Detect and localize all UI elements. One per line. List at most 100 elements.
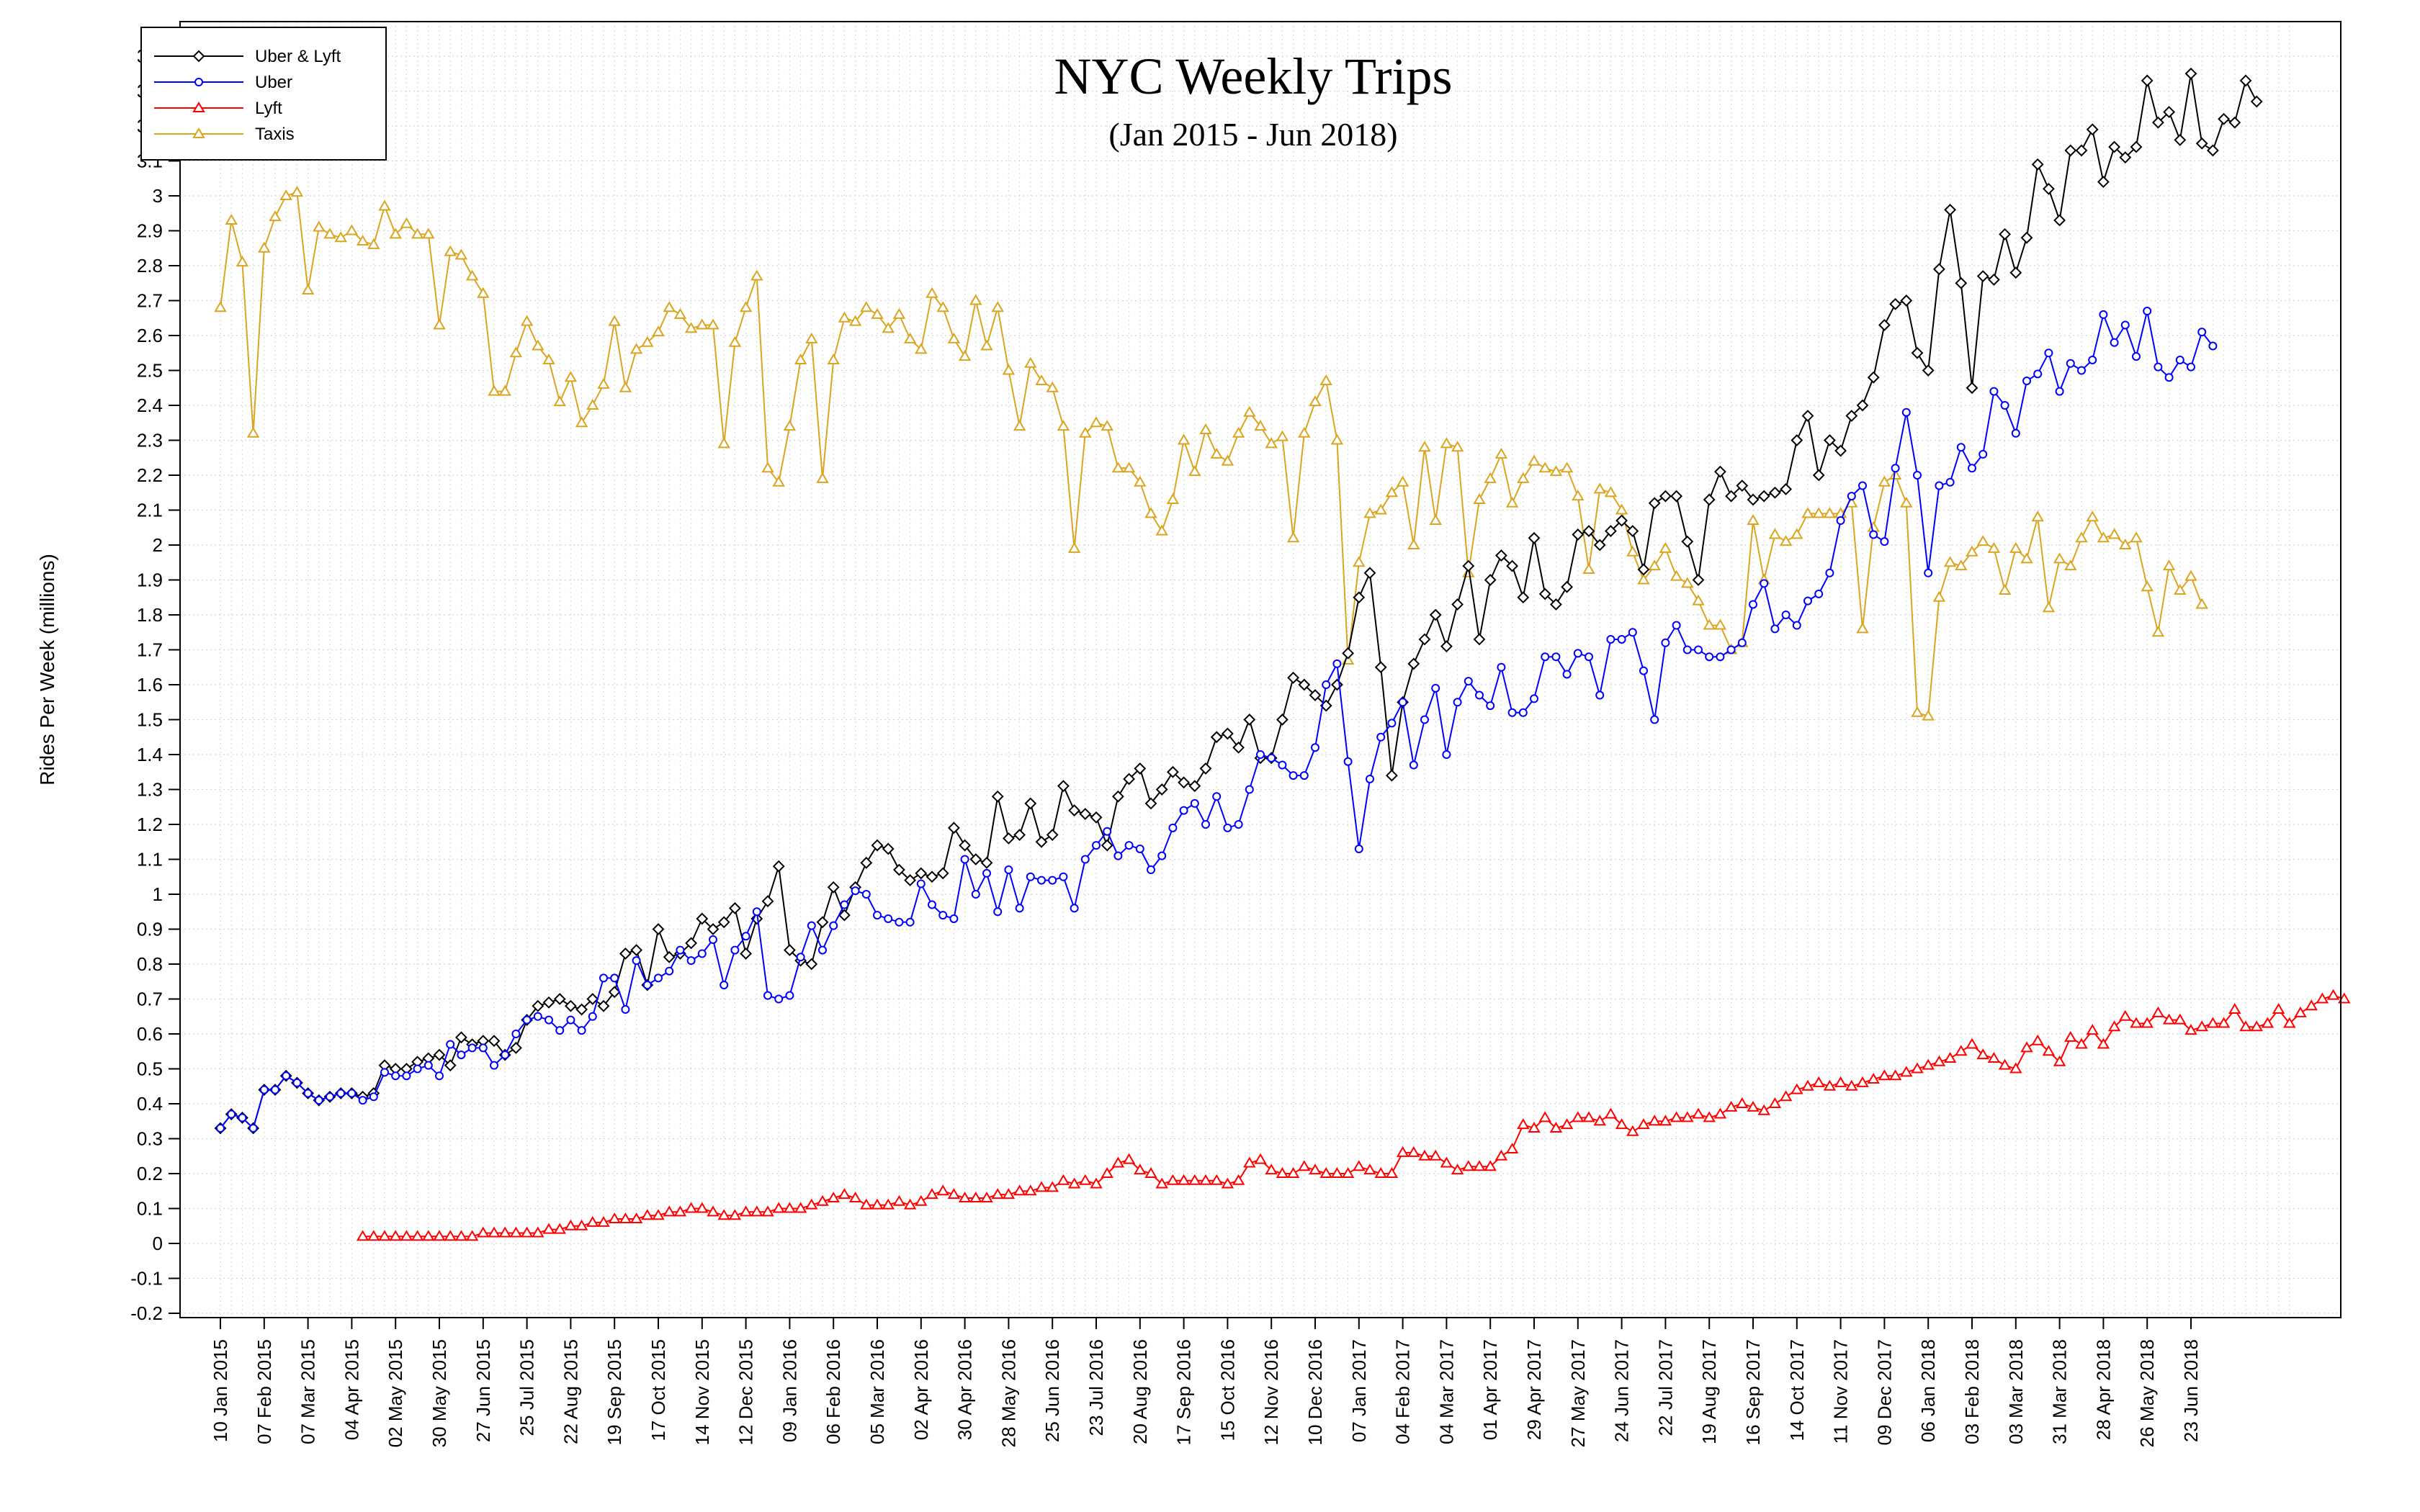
data-point (2064, 144, 2077, 157)
data-point (785, 991, 794, 1000)
data-point (2283, 1017, 2296, 1028)
x-tick-label: 03 Feb 2018 (1961, 1339, 1983, 1444)
data-point (916, 879, 926, 888)
data-point (1867, 1073, 1880, 1084)
data-point (1134, 762, 1147, 775)
data-point (1888, 1069, 1902, 1081)
data-point (783, 1202, 797, 1213)
data-point (1221, 727, 1234, 740)
data-point (1396, 1146, 1410, 1157)
data-point (993, 907, 1003, 917)
data-point (1560, 462, 1574, 473)
data-point (1692, 594, 1705, 606)
data-point (2053, 1055, 2066, 1066)
data-point (1944, 203, 1957, 216)
data-point (1834, 1076, 1847, 1087)
data-point (314, 1096, 323, 1105)
y-tick-label: 1.8 (137, 604, 163, 626)
x-tick-label: 01 Apr 2017 (1479, 1339, 1501, 1440)
data-point (1363, 1164, 1376, 1175)
x-tick-label: 22 Jul 2017 (1654, 1339, 1676, 1436)
data-point (1484, 574, 1497, 586)
data-point (1243, 714, 1256, 726)
data-point (1582, 562, 1595, 574)
data-point (1322, 680, 1331, 689)
data-point (1366, 774, 1374, 783)
data-point (1166, 492, 1180, 504)
data-point (1002, 364, 1016, 375)
data-point (1494, 447, 1508, 459)
data-point (848, 1191, 862, 1202)
data-point (904, 874, 917, 887)
data-point (1955, 559, 1968, 571)
data-point (1770, 624, 1780, 634)
data-point (2206, 1017, 2220, 1028)
data-point (707, 1205, 720, 1217)
data-point (290, 186, 304, 197)
y-tick-label: 1.9 (137, 570, 163, 591)
data-point (1725, 490, 1738, 503)
x-tick-label: 30 May 2015 (429, 1339, 450, 1447)
data-point (1179, 806, 1188, 815)
data-point (619, 381, 632, 392)
data-point (1341, 1167, 1355, 1178)
data-point (1298, 426, 1311, 438)
data-point (1429, 608, 1442, 621)
data-point (2020, 231, 2033, 244)
data-point (1080, 855, 1090, 864)
data-point (1396, 475, 1410, 487)
data-point (1760, 579, 1769, 588)
data-point (1703, 1111, 1716, 1122)
data-point (1068, 804, 1081, 817)
x-tick-label: 04 Mar 2017 (1435, 1339, 1457, 1444)
data-point (532, 999, 544, 1012)
chart-title: NYC Weekly Trips (1054, 48, 1453, 105)
y-tick-label: 0.5 (137, 1058, 163, 1080)
data-point (959, 839, 972, 852)
x-tick-label: 19 Sep 2015 (604, 1339, 625, 1445)
data-point (2120, 320, 2130, 330)
data-point (2066, 359, 2075, 368)
data-point (1781, 611, 1791, 619)
data-point (433, 1048, 446, 1061)
data-point (1593, 482, 1606, 494)
data-point (1286, 1167, 1300, 1178)
data-point (860, 856, 873, 869)
data-point (422, 228, 435, 239)
y-tick-label: 2.4 (137, 395, 163, 416)
data-point (424, 1061, 433, 1070)
data-point (1966, 382, 1978, 395)
data-point (1661, 638, 1670, 647)
data-point (2009, 541, 2022, 553)
x-tick-label: 06 Jan 2018 (1917, 1339, 1939, 1442)
data-point (1572, 1111, 1585, 1122)
data-point (1155, 524, 1168, 536)
data-point (684, 322, 698, 333)
data-point (739, 1205, 753, 1217)
data-point (1792, 621, 1801, 630)
data-point (2294, 1006, 2307, 1017)
data-point (411, 1230, 424, 1241)
data-point (1911, 1062, 1924, 1074)
x-tick-label: 14 Oct 2017 (1786, 1339, 1808, 1441)
data-point (1090, 811, 1103, 824)
data-point (969, 294, 982, 305)
data-point (413, 1064, 422, 1074)
data-point (665, 966, 674, 976)
data-point (1888, 469, 1902, 480)
data-point (991, 790, 1004, 803)
data-point (915, 867, 928, 880)
data-point (488, 384, 501, 396)
data-point (1549, 598, 1562, 611)
data-point (717, 437, 730, 449)
data-point (1615, 514, 1628, 527)
x-tick-label: 14 Nov 2015 (691, 1339, 713, 1445)
y-tick-label: 2.2 (137, 464, 163, 486)
data-point (1900, 1066, 1913, 1077)
data-point (980, 1191, 993, 1202)
y-tick-label: 0.1 (137, 1198, 163, 1220)
data-point (1747, 514, 1760, 526)
data-point (1692, 1107, 1705, 1119)
data-point (2272, 1003, 2285, 1014)
data-point (2031, 158, 2044, 171)
